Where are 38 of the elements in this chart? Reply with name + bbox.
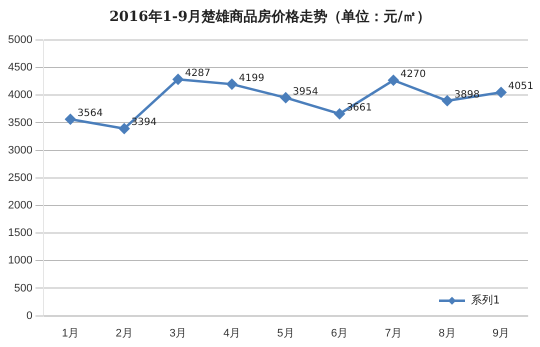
x-tick-label: 4月 xyxy=(223,327,240,340)
x-tick-label: 7月 xyxy=(384,327,402,340)
x-tick-label: 8月 xyxy=(438,327,456,340)
y-tick-label: 3000 xyxy=(8,144,32,156)
point xyxy=(172,74,184,85)
data-label: 4270 xyxy=(400,68,426,80)
point xyxy=(496,87,506,98)
point xyxy=(334,108,345,120)
data-label: 3564 xyxy=(77,108,103,119)
legend-label: 系列1 xyxy=(471,294,500,307)
data-label: 4051 xyxy=(508,80,534,92)
y-tick-label: 1500 xyxy=(8,227,32,240)
y-tick-label: 3500 xyxy=(8,116,32,129)
y-tick-label: 0 xyxy=(26,310,32,322)
point xyxy=(280,92,291,103)
x-tick-label: 9月 xyxy=(492,327,510,340)
y-tick-label: 2000 xyxy=(8,200,32,212)
point xyxy=(442,96,452,106)
x-tick-label: 6月 xyxy=(331,327,348,340)
y-tick-label: 500 xyxy=(14,282,32,294)
x-tick-label: 1月 xyxy=(62,327,79,340)
y-tick-label: 2500 xyxy=(8,172,32,184)
data-label: 4199 xyxy=(238,72,264,84)
point xyxy=(118,123,130,134)
data-label: 4287 xyxy=(185,68,211,79)
y-tick-label: 5000 xyxy=(8,34,32,46)
chart-title: 2016年1-9月楚雄商品房价格走势（单位：元/㎡） xyxy=(108,8,432,26)
point xyxy=(226,78,238,90)
point xyxy=(388,75,399,86)
y-tick-label: 1000 xyxy=(8,254,32,267)
x-tick-label: 5月 xyxy=(277,327,294,340)
data-label: 3394 xyxy=(131,117,157,128)
x-tick-label: 3月 xyxy=(170,327,187,340)
point xyxy=(65,114,76,124)
data-label: 3954 xyxy=(292,86,318,98)
y-tick-label: 4000 xyxy=(8,89,32,102)
x-tick-label: 2月 xyxy=(116,327,133,340)
y-tick-label: 4500 xyxy=(8,62,32,74)
